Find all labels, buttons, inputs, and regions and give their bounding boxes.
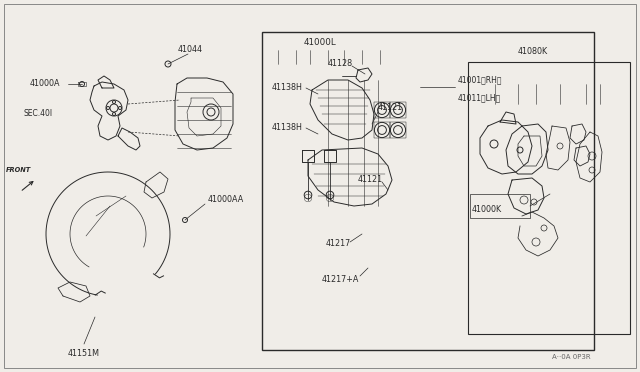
Text: 41011〈LH〉: 41011〈LH〉 [458, 93, 501, 103]
Text: FRONT: FRONT [6, 167, 31, 173]
Bar [470, 194, 530, 218]
Bar [390, 122, 406, 138]
Text: 41000K: 41000K [472, 205, 502, 215]
Text: 41138H: 41138H [272, 124, 303, 132]
Bar [374, 122, 390, 138]
Text: 41138H: 41138H [272, 83, 303, 93]
Bar [468, 62, 630, 334]
Text: 41000A: 41000A [30, 80, 61, 89]
Text: 41000AA: 41000AA [208, 196, 244, 205]
Text: 41001〈RH〉: 41001〈RH〉 [458, 76, 502, 84]
Text: SEC.40l: SEC.40l [24, 109, 53, 119]
Text: A··0A 0P3R: A··0A 0P3R [552, 354, 591, 360]
Text: 41080K: 41080K [518, 48, 548, 57]
Text: 41121: 41121 [358, 176, 383, 185]
Text: 41000L: 41000L [303, 38, 337, 47]
Text: 41151M: 41151M [68, 350, 100, 359]
Text: 41217+A: 41217+A [322, 276, 360, 285]
Bar [374, 102, 390, 118]
Text: 41217: 41217 [326, 240, 351, 248]
Text: 41044: 41044 [178, 45, 203, 55]
Bar [262, 32, 594, 350]
Text: 41121: 41121 [378, 103, 403, 112]
Bar [390, 102, 406, 118]
Text: 41128: 41128 [328, 60, 353, 68]
